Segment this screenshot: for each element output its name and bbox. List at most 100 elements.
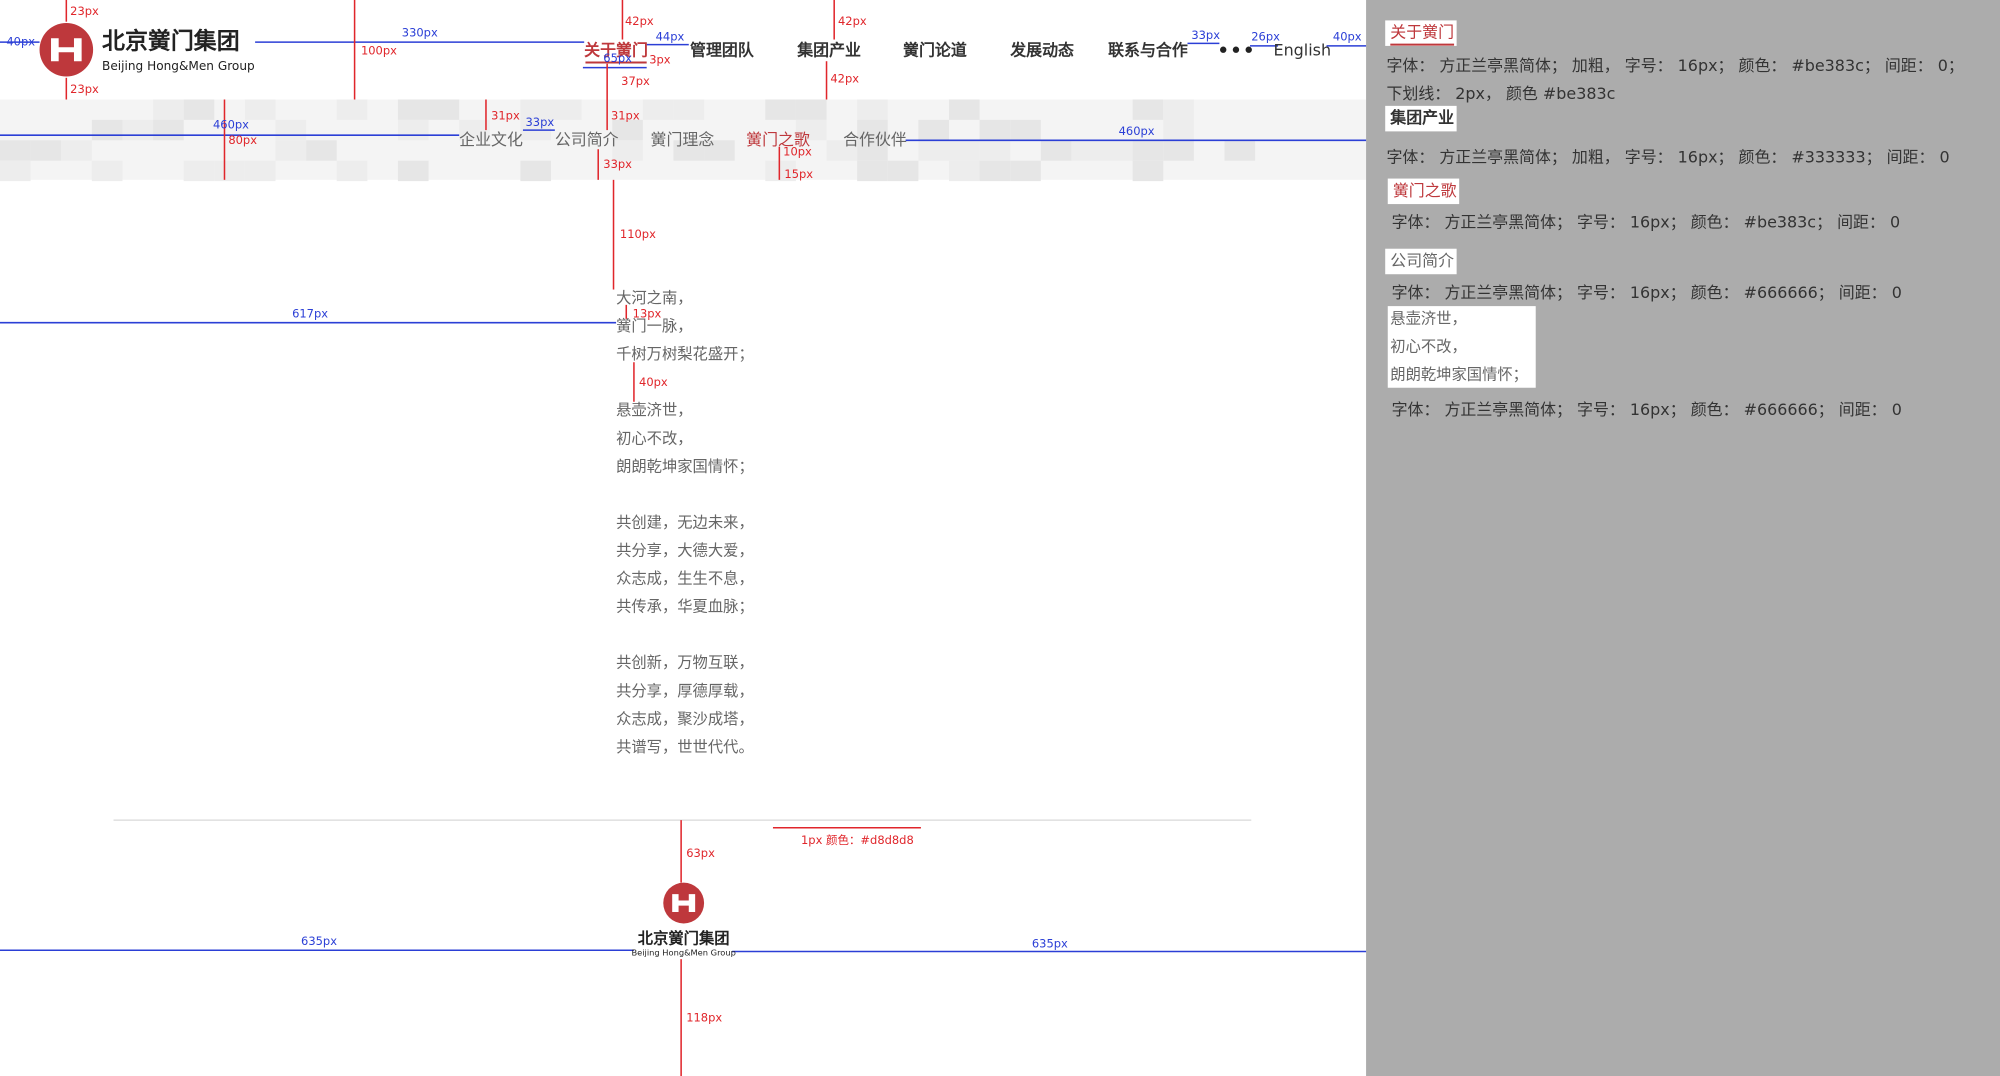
band-cell (612, 140, 643, 161)
band-cell (1132, 99, 1164, 120)
measure-label: 40px (1333, 29, 1362, 43)
band-cell (673, 140, 705, 161)
measure-label: 15px (784, 167, 813, 181)
poem-line: 众志成，生生不息， (616, 570, 754, 588)
measure-label: 23px (70, 4, 99, 18)
footer-logo (663, 882, 705, 924)
sample-line: 悬壶济世， (1390, 309, 1467, 327)
footer-logo-en: Beijing Hong&Men Group (631, 947, 735, 957)
sample-line: 朗朗乾坤家国情怀； (1390, 365, 1528, 383)
nav-item: 发展动态 (1009, 41, 1074, 60)
band-cell (336, 160, 368, 182)
logo-en: Beijing Hong&Men Group (102, 59, 255, 73)
measure-label: 118px (686, 1010, 722, 1024)
band-cell (795, 119, 827, 141)
band-cell (795, 99, 827, 120)
measure-label: 110px (620, 227, 656, 241)
nav-item: 管理团队 (690, 41, 755, 60)
measure-label: 26px (1251, 29, 1280, 43)
band-cell (520, 160, 552, 182)
band-cell (1010, 160, 1041, 182)
measure-label: 65px (603, 51, 632, 65)
more-dot (1220, 46, 1227, 53)
measure-label: 460px (1119, 124, 1155, 138)
label-box (1385, 248, 1457, 275)
band-cell (948, 140, 980, 161)
band-cell (153, 119, 184, 141)
band-cell (244, 99, 276, 120)
nav-item: 联系与合作 (1108, 41, 1188, 60)
band-pattern (0, 99, 1256, 182)
measurements (0, 0, 1367, 1076)
measure-label: 23px (70, 82, 99, 96)
band-cell (948, 99, 980, 120)
spec-note: 字体： 方正兰亭黑简体； 加粗， 字号： 16px； 颜色： #be383c； … (1386, 56, 1963, 75)
measure-label: 100px (361, 44, 397, 58)
spec-note: 下划线： 2px， 颜色 #be383c (1386, 84, 1615, 103)
band-cell (857, 140, 888, 161)
nav-item: 集团产业 (796, 41, 861, 60)
poem-line: 初心不改， (616, 429, 693, 447)
measure-label: 37px (621, 74, 650, 88)
band-cell (612, 119, 643, 141)
spec-panel (1366, 0, 2000, 1076)
measure-label: 42px (830, 72, 859, 86)
band-cell (918, 119, 949, 141)
label-box (1385, 105, 1457, 132)
band-cell (0, 160, 31, 182)
band-cell (275, 140, 307, 161)
measure-label: 635px (301, 934, 337, 948)
band-cell (244, 160, 276, 182)
band-cell (428, 99, 460, 120)
more-dot (1232, 46, 1240, 53)
measure-label: 33px (526, 115, 555, 129)
band-cell (397, 99, 429, 120)
poem-line: 千树万树梨花盛开； (616, 345, 754, 363)
spec-note: 字体： 方正兰亭黑简体； 加粗， 字号： 16px； 颜色： #333333； … (1386, 148, 1949, 167)
poem-line: 大河之南， (616, 289, 693, 307)
spec-note: 字体： 方正兰亭黑简体； 字号： 16px； 颜色： #666666； 间距： … (1392, 283, 1902, 302)
measure-label: 42px (838, 14, 867, 28)
band-cell (857, 160, 888, 182)
measure-label: 31px (491, 109, 520, 123)
band-cell (765, 160, 796, 182)
spec-note: 字体： 方正兰亭黑简体； 字号： 16px； 颜色： #666666； 间距： … (1392, 400, 1902, 419)
band-cell (153, 99, 184, 120)
band-cell (91, 119, 123, 141)
band-cell (979, 160, 1011, 182)
band-cell (459, 119, 490, 141)
sample-line: 初心不改， (1390, 337, 1467, 355)
logo-cn: 北京黉门集团 (102, 28, 240, 55)
band-cell (551, 99, 582, 120)
sample-box (1387, 306, 1536, 388)
subnav-item: 合作伙伴 (843, 130, 907, 149)
subnav-item: 公司简介 (555, 130, 619, 149)
poem-line: 众志成，聚沙成塔， (616, 710, 754, 728)
band-cell (1163, 99, 1194, 120)
subnav-item: 黉门理念 (651, 130, 715, 149)
spec-note: 字体： 方正兰亭黑简体； 字号： 16px； 颜色： #be383c； 间距： … (1392, 213, 1901, 232)
spec-label: 公司简介 (1390, 251, 1454, 270)
band-cell (1163, 119, 1194, 141)
band-cell (918, 140, 949, 161)
measure-label: 40px (6, 35, 35, 49)
band-cell (642, 99, 674, 120)
band-cell (765, 99, 796, 120)
spec-label: 黉门之歌 (1393, 181, 1457, 200)
measure-label: 31px (611, 109, 640, 123)
poem-line: 朗朗乾坤家国情怀； (616, 457, 754, 475)
measure-label: 13px (633, 306, 662, 320)
measure-label: 42px (625, 14, 654, 28)
band-cell (1010, 119, 1041, 141)
band-cell (857, 99, 888, 120)
label-box (1385, 20, 1457, 46)
band-cell (183, 160, 215, 182)
poem-line: 共分享，大德大爱， (616, 542, 754, 560)
label-box (1387, 178, 1460, 205)
nav-item: 黉门论道 (903, 41, 967, 60)
measure-label: 33px (1191, 28, 1220, 42)
band-cell (214, 160, 245, 182)
band-cell (91, 160, 123, 182)
